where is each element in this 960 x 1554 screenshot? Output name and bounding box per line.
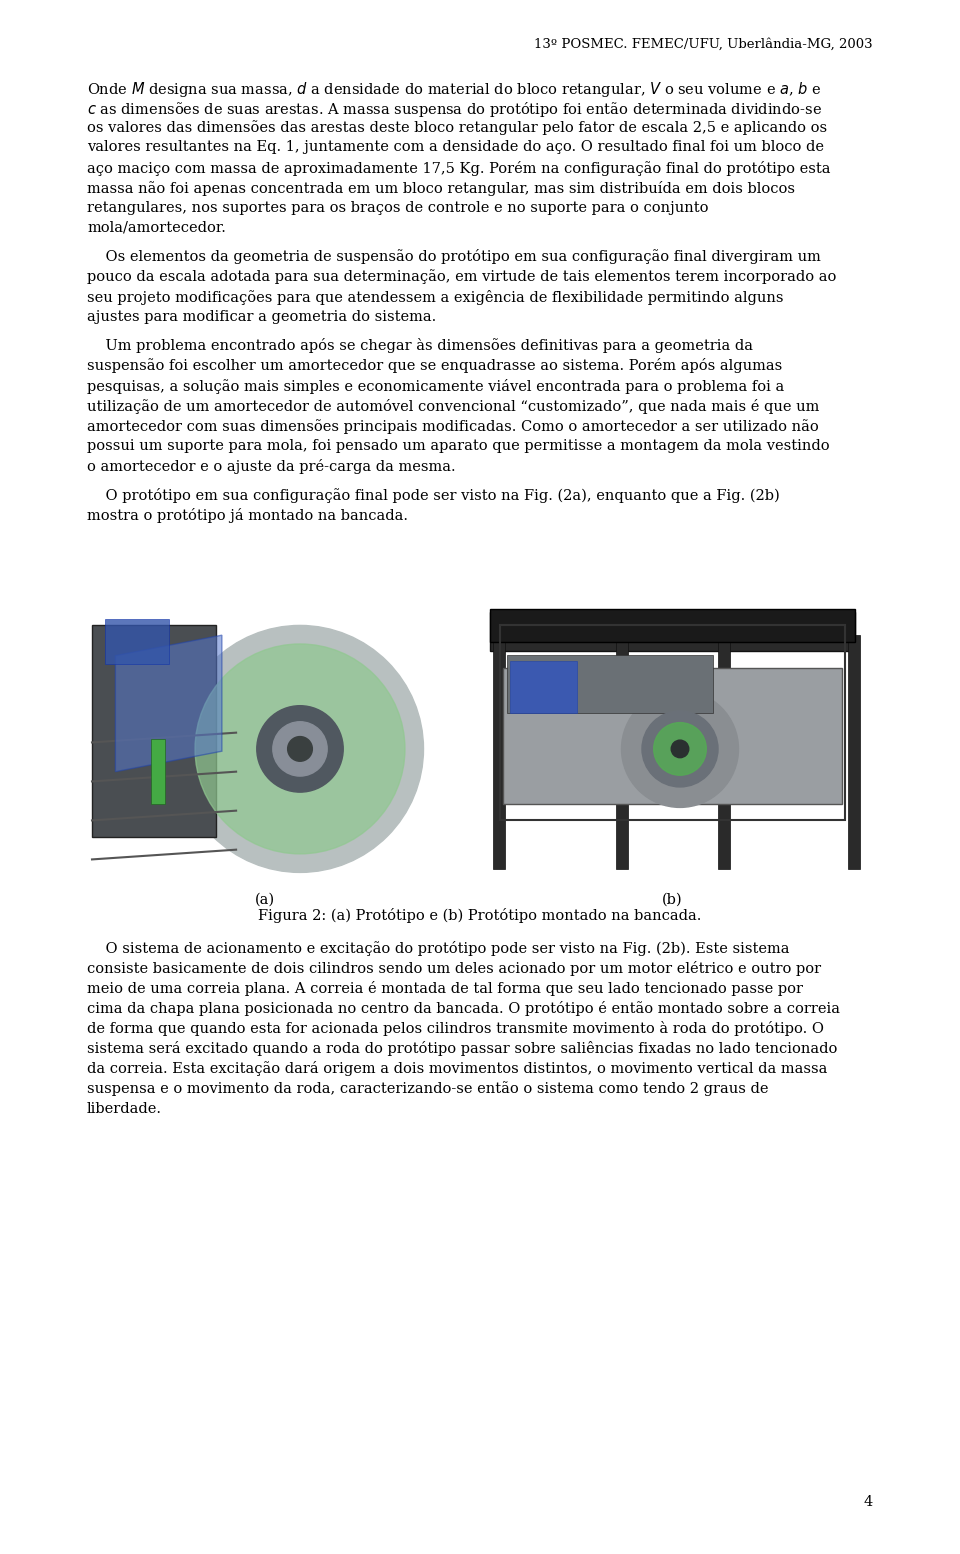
Bar	[507, 654, 713, 713]
Text: sistema será excitado quando a roda do protótipo passar sobre saliências fixadas: sistema será excitado quando a roda do p…	[87, 1041, 837, 1057]
Text: O protótipo em sua configuração final pode ser visto na Fig. (2a), enquanto que : O protótipo em sua configuração final po…	[87, 488, 780, 502]
Bar	[500, 625, 845, 821]
Text: O sistema de acionamento e excitação do protótipo pode ser visto na Fig. (2b). E: O sistema de acionamento e excitação do …	[87, 940, 789, 956]
Text: Os elementos da geometria de suspensão do protótipo em sua configuração final di: Os elementos da geometria de suspensão d…	[87, 250, 821, 264]
Bar	[151, 740, 165, 803]
Circle shape	[288, 737, 312, 761]
Text: Onde $\mathit{M}$ designa sua massa, $\mathit{d}$ a densidade do material do blo: Onde $\mathit{M}$ designa sua massa, $\m…	[87, 79, 822, 99]
Bar	[92, 625, 216, 836]
Bar	[493, 636, 505, 869]
Text: consiste basicamente de dois cilindros sendo um deles acionado por um motor elét: consiste basicamente de dois cilindros s…	[87, 960, 821, 976]
Bar	[105, 618, 169, 665]
Text: de forma que quando esta for acionada pelos cilindros transmite movimento à roda: de forma que quando esta for acionada pe…	[87, 1021, 824, 1037]
Text: pesquisas, a solução mais simples e economicamente viável encontrada para o prob: pesquisas, a solução mais simples e econ…	[87, 379, 784, 393]
Bar	[717, 636, 730, 869]
Text: amortecedor com suas dimensões principais modificadas. Como o amortecedor a ser : amortecedor com suas dimensões principai…	[87, 420, 819, 434]
Text: os valores das dimensões das arestas deste bloco retangular pelo fator de escala: os valores das dimensões das arestas des…	[87, 120, 828, 135]
Text: cima da chapa plana posicionada no centro da bancada. O protótipo é então montad: cima da chapa plana posicionada no centr…	[87, 1001, 840, 1016]
Bar	[510, 660, 578, 713]
Text: $\mathit{c}$ as dimensões de suas arestas. A massa suspensa do protótipo foi ent: $\mathit{c}$ as dimensões de suas aresta…	[87, 99, 822, 120]
Text: Figura 2: (a) Protótipo e (b) Protótipo montado na bancada.: Figura 2: (a) Protótipo e (b) Protótipo …	[258, 909, 702, 923]
Circle shape	[642, 710, 718, 786]
Text: (b): (b)	[662, 892, 683, 906]
Text: meio de uma correia plana. A correia é montada de tal forma que seu lado tencion: meio de uma correia plana. A correia é m…	[87, 981, 803, 996]
Text: retangulares, nos suportes para os braços de controle e no suporte para o conjun: retangulares, nos suportes para os braço…	[87, 200, 708, 214]
Bar	[848, 636, 860, 869]
Polygon shape	[115, 636, 222, 772]
Text: massa não foi apenas concentrada em um bloco retangular, mas sim distribuída em : massa não foi apenas concentrada em um b…	[87, 180, 795, 196]
Text: seu projeto modificações para que atendessem a exigência de flexibilidade permit: seu projeto modificações para que atende…	[87, 289, 783, 305]
Text: (a): (a)	[254, 892, 275, 906]
Circle shape	[195, 643, 405, 853]
Text: mostra o protótipo já montado na bancada.: mostra o protótipo já montado na bancada…	[87, 508, 408, 522]
Circle shape	[654, 723, 707, 775]
Bar	[503, 668, 842, 803]
Circle shape	[671, 740, 688, 758]
Text: suspensa e o movimento da roda, caracterizando-se então o sistema como tendo 2 g: suspensa e o movimento da roda, caracter…	[87, 1082, 769, 1097]
Text: o amortecedor e o ajuste da pré-carga da mesma.: o amortecedor e o ajuste da pré-carga da…	[87, 458, 456, 474]
Circle shape	[177, 625, 423, 872]
Text: mola/amortecedor.: mola/amortecedor.	[87, 221, 226, 235]
Text: liberdade.: liberdade.	[87, 1102, 162, 1116]
Circle shape	[256, 706, 344, 793]
Text: possui um suporte para mola, foi pensado um aparato que permitisse a montagem da: possui um suporte para mola, foi pensado…	[87, 440, 829, 454]
Text: utilização de um amortecedor de automóvel convencional “customizado”, que nada m: utilização de um amortecedor de automóve…	[87, 399, 820, 413]
Bar	[490, 612, 855, 651]
Bar	[87, 561, 442, 886]
Bar	[616, 636, 628, 869]
Text: suspensão foi escolher um amortecedor que se enquadrasse ao sistema. Porém após : suspensão foi escolher um amortecedor qu…	[87, 359, 782, 373]
Bar	[490, 609, 855, 642]
Text: 4: 4	[864, 1495, 873, 1509]
Bar	[485, 561, 860, 886]
Text: da correia. Esta excitação dará origem a dois movimentos distintos, o movimento : da correia. Esta excitação dará origem a…	[87, 1061, 828, 1077]
Text: valores resultantes na Eq. 1, juntamente com a densidade do aço. O resultado fin: valores resultantes na Eq. 1, juntamente…	[87, 140, 824, 154]
Text: aço maciço com massa de aproximadamente 17,5 Kg. Porém na configuração final do : aço maciço com massa de aproximadamente …	[87, 160, 830, 176]
Text: ajustes para modificar a geometria do sistema.: ajustes para modificar a geometria do si…	[87, 309, 436, 323]
Circle shape	[273, 721, 327, 775]
Text: 13º POSMEC. FEMEC/UFU, Uberlândia-MG, 2003: 13º POSMEC. FEMEC/UFU, Uberlândia-MG, 20…	[535, 37, 873, 51]
Text: pouco da escala adotada para sua determinação, em virtude de tais elementos tere: pouco da escala adotada para sua determi…	[87, 269, 836, 284]
Circle shape	[621, 690, 738, 808]
Text: Um problema encontrado após se chegar às dimensões definitivas para a geometria : Um problema encontrado após se chegar às…	[87, 339, 753, 353]
